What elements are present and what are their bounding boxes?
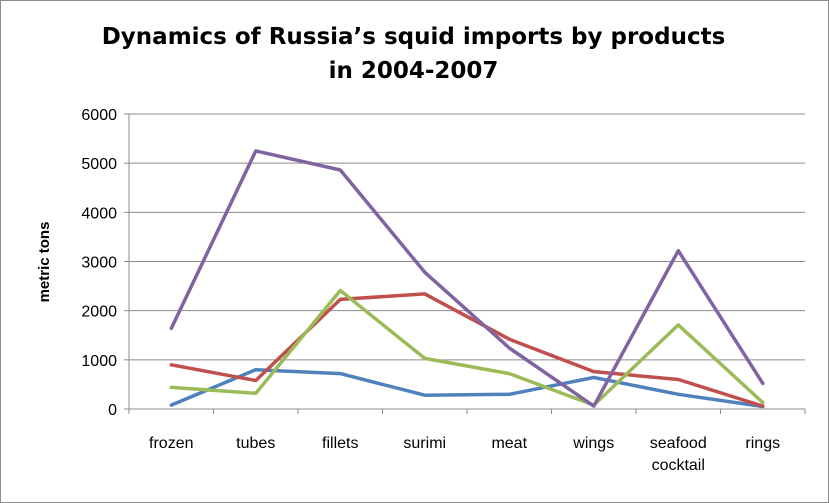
axes bbox=[124, 113, 806, 414]
x-tick-label: fillets bbox=[322, 435, 358, 452]
x-tick-labels: frozen tubes fillets surimi meat wings seafood… bbox=[149, 435, 780, 474]
x-tick-label: frozen bbox=[149, 435, 193, 452]
chart-title-line2: in 2004-2007 bbox=[328, 58, 499, 84]
series-line-1 bbox=[169, 367, 765, 409]
y-axis-label: metric tons bbox=[36, 222, 53, 303]
x-tick-label: seafood cocktail bbox=[650, 435, 707, 474]
y-tick-label: 2000 bbox=[81, 304, 117, 321]
y-tick-labels: 0 1000 2000 3000 4000 5000 6000 bbox=[81, 107, 117, 419]
gridlines bbox=[129, 113, 805, 361]
x-tick-label: rings bbox=[745, 435, 780, 452]
series-line-4 bbox=[169, 149, 765, 408]
y-tick-label: 0 bbox=[108, 402, 117, 419]
y-tick-label: 1000 bbox=[81, 353, 117, 370]
chart-title-line1: Dynamics of Russia’s squid imports by pr… bbox=[101, 24, 726, 50]
series-line-3 bbox=[169, 288, 765, 407]
x-tick-label: wings bbox=[572, 435, 614, 452]
x-tick-label: surimi bbox=[403, 435, 446, 452]
chart-title: Dynamics of Russia’s squid imports by pr… bbox=[0, 20, 827, 88]
series-lines bbox=[169, 149, 765, 409]
y-tick-label: 5000 bbox=[81, 156, 117, 173]
x-tick-label: tubes bbox=[236, 435, 275, 452]
y-tick-label: 3000 bbox=[81, 255, 117, 272]
x-tick-label: meat bbox=[491, 435, 527, 452]
y-tick-label: 4000 bbox=[81, 205, 117, 222]
y-tick-label: 6000 bbox=[81, 107, 117, 124]
series-line-2 bbox=[169, 292, 765, 408]
